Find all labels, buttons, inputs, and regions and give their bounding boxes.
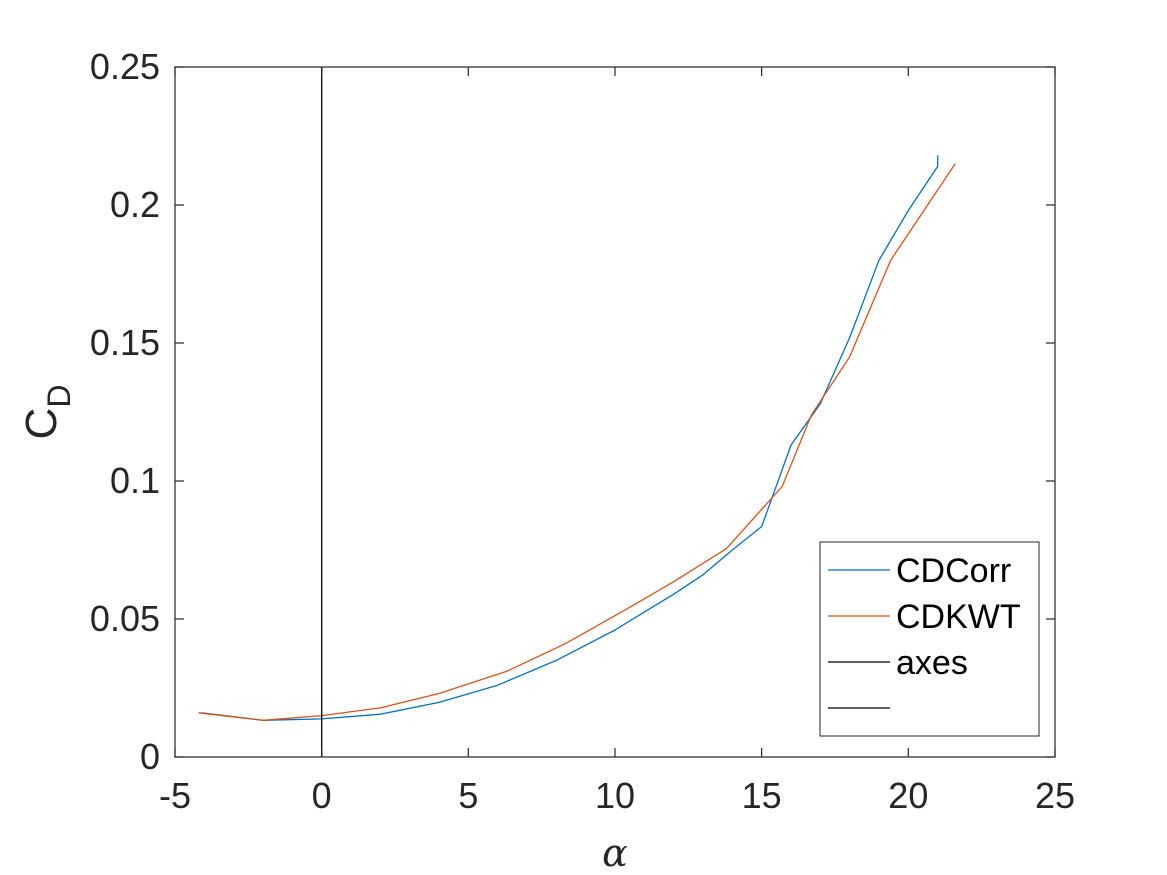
x-tick-label: 25 bbox=[1035, 775, 1075, 816]
y-tick-labels: 0 0.05 0.1 0.15 0.2 0.25 bbox=[90, 46, 160, 777]
y-tick-label: 0.05 bbox=[90, 598, 160, 639]
y-tick-label: 0.15 bbox=[90, 322, 160, 363]
plot-frame bbox=[174, 66, 1056, 758]
x-tick-label: 5 bbox=[458, 775, 478, 816]
series-line-cdkwt bbox=[198, 163, 956, 721]
x-tick-label: -5 bbox=[159, 775, 191, 816]
x-tick-labels: -5 0 5 10 15 20 25 bbox=[159, 775, 1075, 816]
legend-label: CDKWT bbox=[896, 598, 1021, 636]
legend-label: CDCorr bbox=[896, 552, 1011, 590]
y-tick-label: 0.2 bbox=[110, 184, 160, 225]
svg-text:CD: CD bbox=[17, 385, 77, 440]
y-tick-label: 0.1 bbox=[110, 460, 160, 501]
x-tick-label: 20 bbox=[888, 775, 928, 816]
y-axis-label: CD bbox=[17, 385, 77, 440]
x-tick-label: 10 bbox=[595, 775, 635, 816]
legend-label: axes bbox=[896, 644, 968, 682]
legend-box bbox=[819, 541, 1040, 737]
series-line-cdcorr bbox=[201, 155, 939, 721]
x-tick-label: 15 bbox=[742, 775, 782, 816]
series-layer bbox=[198, 67, 956, 757]
y-tick-label: 0.25 bbox=[90, 46, 160, 87]
legend: CDCorr CDKWT axes bbox=[819, 541, 1040, 737]
y-axis-label-main: C bbox=[17, 408, 66, 440]
y-axis-label-subscript: D bbox=[41, 385, 77, 408]
y-tick-label: 0 bbox=[140, 736, 160, 777]
x-axis-label: α bbox=[602, 831, 628, 875]
x-tick-label: 0 bbox=[312, 775, 332, 816]
